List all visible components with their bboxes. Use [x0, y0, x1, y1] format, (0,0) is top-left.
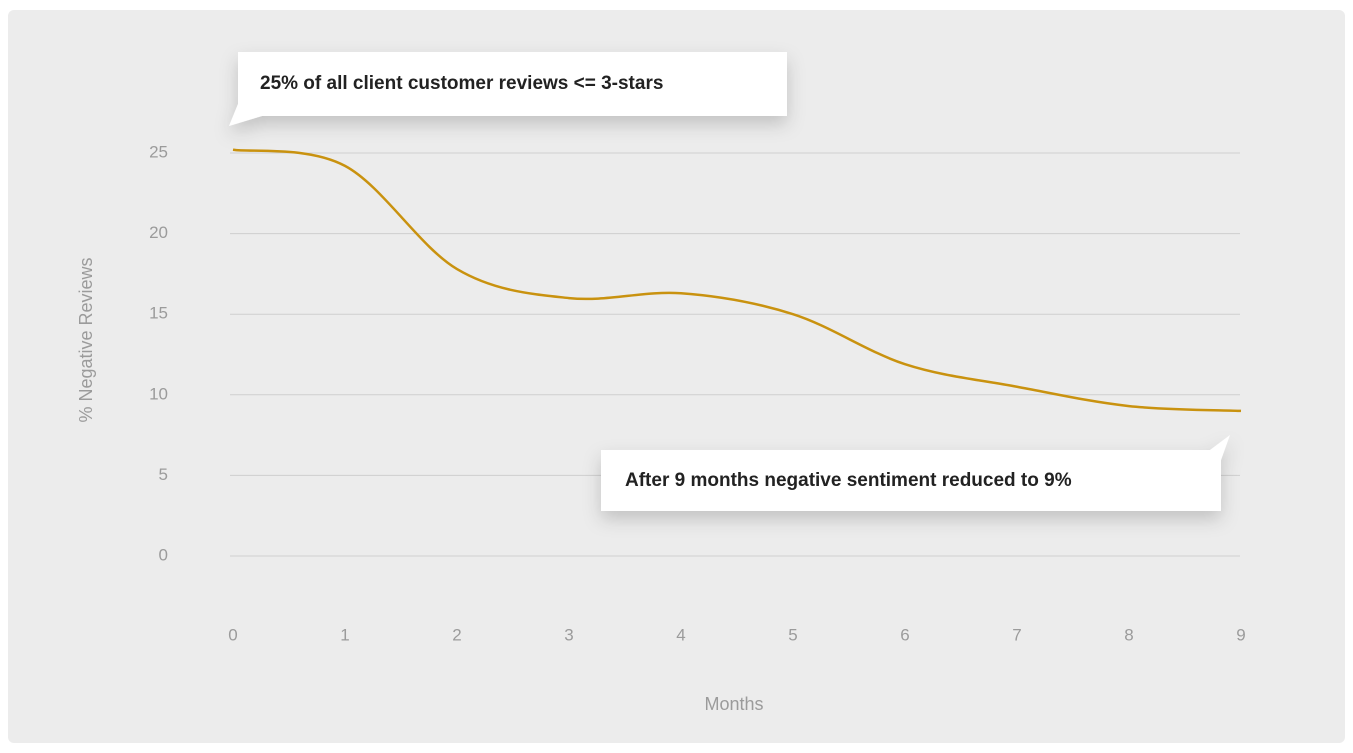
x-tick-label: 0: [228, 625, 237, 644]
x-tick-label: 4: [676, 625, 685, 644]
y-tick-label: 25: [149, 142, 168, 161]
annotation: 25% of all client customer reviews <= 3-…: [260, 73, 663, 94]
x-tick-label: 8: [1124, 625, 1133, 644]
plot-area: 0 5 10 15 20 25 0 1 2 3 4 5 6 7 8 9: [149, 142, 1246, 644]
x-tick-label: 6: [900, 625, 909, 644]
chart-panel: [8, 10, 1345, 743]
x-tick-label: 1: [340, 625, 349, 644]
x-tick-label: 7: [1012, 625, 1021, 644]
annotation: After 9 months negative sentiment reduce…: [625, 470, 1072, 491]
callout-box: [229, 52, 787, 126]
y-tick-label: 0: [159, 545, 168, 564]
x-axis-label: Months: [704, 694, 763, 714]
y-tick-label: 10: [149, 384, 168, 403]
y-tick-label: 15: [149, 304, 168, 323]
callout: [601, 435, 1230, 511]
y-tick-label: 20: [149, 223, 168, 242]
callout-box: [601, 435, 1230, 511]
x-tick-label: 9: [1236, 625, 1245, 644]
x-tick-label: 2: [452, 625, 461, 644]
x-tick-label: 5: [788, 625, 797, 644]
y-axis-label: % Negative Reviews: [76, 257, 96, 422]
callout: [229, 52, 787, 126]
line: [232, 148, 1242, 413]
x-tick-label: 3: [564, 625, 573, 644]
y-tick-label: 5: [159, 465, 168, 484]
